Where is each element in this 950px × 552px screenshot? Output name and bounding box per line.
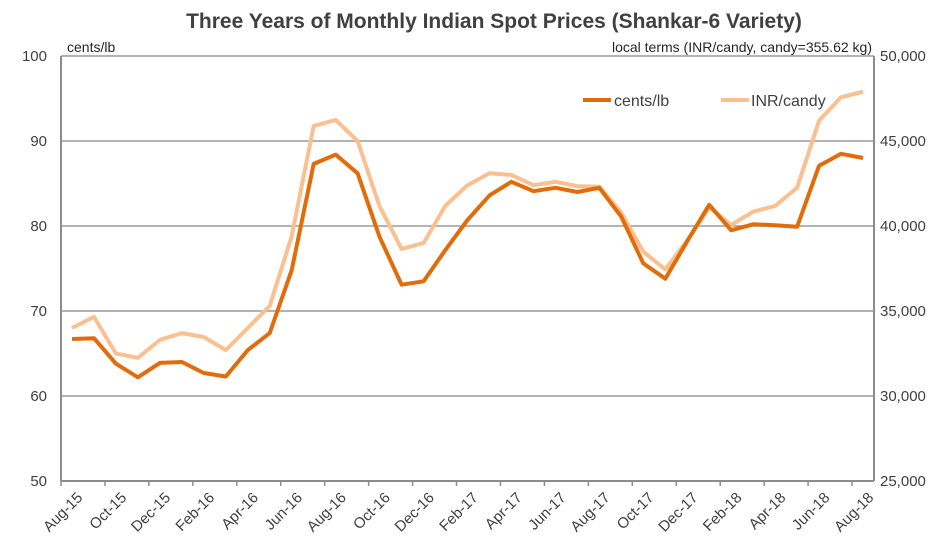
- x-tick-label: Aug-18: [831, 489, 877, 535]
- x-tick-label: Aug-15: [40, 489, 86, 535]
- x-tick-label: Jun-18: [789, 489, 833, 533]
- right-axis-label: local terms (INR/candy, candy=355.62 kg): [612, 39, 872, 55]
- right-tick-label: 30,000: [880, 388, 926, 405]
- left-axis-label: cents/lb: [67, 39, 115, 55]
- right-tick-label: 35,000: [880, 303, 926, 320]
- right-tick-label: 40,000: [880, 218, 926, 235]
- x-tick-label: Jun-16: [262, 489, 306, 533]
- x-tick-label: Dec-17: [655, 489, 701, 535]
- x-tick-label: Feb-18: [700, 489, 746, 535]
- x-tick-label: Apr-18: [746, 489, 790, 533]
- right-tick-label: 25,000: [880, 473, 926, 490]
- x-tick-label: Apr-17: [482, 489, 526, 533]
- x-tick-label: Aug-17: [567, 489, 613, 535]
- x-tick-label: Oct-16: [350, 489, 394, 533]
- x-tick-label: Oct-15: [86, 489, 130, 533]
- left-tick-label: 60: [30, 388, 47, 405]
- legend-label-cents: cents/lb: [614, 93, 669, 110]
- left-tick-label: 80: [30, 218, 47, 235]
- right-tick-label: 45,000: [880, 133, 926, 150]
- x-tick-label: Apr-16: [218, 489, 262, 533]
- left-tick-label: 100: [22, 48, 47, 65]
- x-tick-label: Dec-15: [128, 489, 174, 535]
- x-tick-label: Feb-17: [436, 489, 482, 535]
- legend-label-inr: INR/candy: [751, 93, 826, 110]
- x-tick-label: Jun-17: [525, 489, 569, 533]
- chart-title: Three Years of Monthly Indian Spot Price…: [186, 10, 802, 33]
- left-tick-label: 90: [30, 133, 47, 150]
- left-tick-label: 70: [30, 303, 47, 320]
- x-tick-label: Aug-16: [304, 489, 350, 535]
- legend: cents/lb INR/candy: [583, 93, 826, 110]
- right-tick-label: 50,000: [880, 48, 926, 65]
- x-tick-label: Feb-16: [172, 489, 218, 535]
- x-tick-label: Oct-17: [614, 489, 658, 533]
- x-tick-label: Dec-16: [392, 489, 438, 535]
- left-tick-label: 50: [30, 473, 47, 490]
